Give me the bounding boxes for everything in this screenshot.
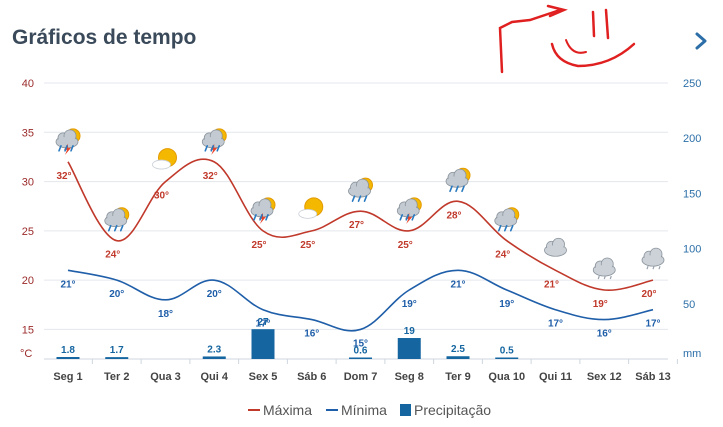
y-left-tick-label: 20 <box>22 275 34 287</box>
legend-label[interactable]: Máxima <box>263 402 312 418</box>
precipitation-bar[interactable] <box>251 329 275 359</box>
precipitation-bar[interactable] <box>495 357 519 360</box>
max-temperature-label: 25° <box>398 240 413 251</box>
min-temperature-label: 19° <box>499 299 514 310</box>
min-temperature-line[interactable] <box>67 269 654 332</box>
y-right-unit-label: mm <box>683 348 701 360</box>
max-temperature-label: 28° <box>446 210 461 221</box>
legend-swatch <box>400 404 411 416</box>
precipitation-bar[interactable] <box>349 357 372 360</box>
y-left-tick-label: 25 <box>22 226 34 238</box>
y-right-tick-label: 250 <box>683 78 701 90</box>
rain-sun-icon <box>104 207 130 232</box>
chevron-right-icon[interactable] <box>690 28 712 54</box>
precipitation-bar[interactable] <box>446 356 470 359</box>
max-temperature-label: 21° <box>544 279 559 290</box>
cloud-rain-icon <box>592 257 616 280</box>
x-tick-label: Sex 5 <box>249 371 278 383</box>
storm-sun-icon <box>201 128 227 155</box>
precipitation-label: 0.5 <box>500 346 514 357</box>
max-temperature-line[interactable] <box>67 158 654 291</box>
max-temperature-label: 24° <box>105 250 120 261</box>
precipitation-label: 1.7 <box>110 345 124 356</box>
min-temperature-label: 21° <box>450 279 465 290</box>
x-tick-label: Qua 10 <box>488 371 525 383</box>
precipitation-bar[interactable] <box>56 357 80 359</box>
x-tick-label: Dom 7 <box>344 371 378 383</box>
precipitation-label: 1.8 <box>61 345 75 356</box>
min-temperature-label: 21° <box>60 279 75 290</box>
max-temperature-label: 25° <box>300 240 315 251</box>
max-temperature-label: 25° <box>251 240 266 251</box>
precipitation-label: 2.3 <box>207 344 221 355</box>
max-temperature-label: 24° <box>495 250 510 261</box>
x-tick-label: Ter 9 <box>445 371 470 383</box>
handwritten-annotation <box>498 4 636 74</box>
min-temperature-label: 15° <box>353 338 368 349</box>
x-tick-label: Sáb 13 <box>635 371 670 383</box>
y-left-tick-label: 15 <box>22 324 34 336</box>
y-right-tick-label: 100 <box>683 244 701 256</box>
max-temperature-label: 19° <box>593 299 608 310</box>
chart-legend: Máxima Mínima Precipitação <box>248 402 491 418</box>
y-left-tick-label: 30 <box>22 177 34 189</box>
rain-sun-icon <box>445 167 471 193</box>
min-temperature-label: 17° <box>548 319 563 330</box>
precipitation-label: 19 <box>404 326 416 337</box>
storm-sun-icon <box>396 197 422 224</box>
x-tick-label: Sáb 6 <box>297 371 326 383</box>
sun-cloud-icon <box>298 197 324 219</box>
rain-sun-icon <box>348 177 373 202</box>
x-tick-label: Sex 12 <box>587 371 622 383</box>
precipitation-label: 2.5 <box>451 344 465 355</box>
y-left-unit-label: °C <box>20 348 32 360</box>
cloud-icon <box>544 237 567 257</box>
min-temperature-label: 17° <box>255 319 270 330</box>
legend-label[interactable]: Mínima <box>341 402 387 418</box>
y-left-tick-label: 35 <box>22 127 34 139</box>
precipitation-bar[interactable] <box>202 356 226 359</box>
max-temperature-label: 30° <box>154 191 169 202</box>
precipitation-label: 0.6 <box>354 346 368 357</box>
min-temperature-label: 18° <box>158 309 173 320</box>
max-temperature-label: 20° <box>641 289 656 300</box>
precipitation-bar[interactable] <box>105 357 129 359</box>
min-temperature-label: 17° <box>645 319 660 330</box>
rain-sun-icon <box>494 207 520 232</box>
x-tick-label: Qua 3 <box>150 371 181 383</box>
x-tick-label: Seg 8 <box>395 371 424 383</box>
legend-label[interactable]: Precipitação <box>414 402 491 418</box>
max-temperature-label: 27° <box>349 220 364 231</box>
min-temperature-label: 20° <box>109 289 124 300</box>
storm-sun-icon <box>55 128 81 155</box>
max-temperature-label: 32° <box>56 171 71 182</box>
storm-sun-icon <box>250 197 276 224</box>
min-temperature-label: 19° <box>402 299 417 310</box>
y-right-tick-label: 50 <box>683 299 695 311</box>
precipitation-label: 27 <box>257 317 269 328</box>
y-right-tick-label: 200 <box>683 133 701 145</box>
min-temperature-label: 20° <box>207 289 222 300</box>
max-temperature-label: 32° <box>203 171 218 182</box>
page-title: Gráficos de tempo <box>12 26 197 49</box>
precipitation-bar[interactable] <box>397 338 421 359</box>
y-left-tick-label: 40 <box>22 78 34 90</box>
x-tick-label: Ter 2 <box>104 371 129 383</box>
x-tick-label: Qui 11 <box>539 371 572 383</box>
min-temperature-label: 16° <box>597 329 612 340</box>
x-tick-label: Qui 4 <box>200 371 228 383</box>
y-right-tick-label: 150 <box>683 188 701 200</box>
sun-cloud-icon <box>152 148 177 170</box>
min-temperature-label: 16° <box>304 329 319 340</box>
x-tick-label: Seg 1 <box>53 371 82 383</box>
cloud-rain-icon <box>641 247 665 270</box>
